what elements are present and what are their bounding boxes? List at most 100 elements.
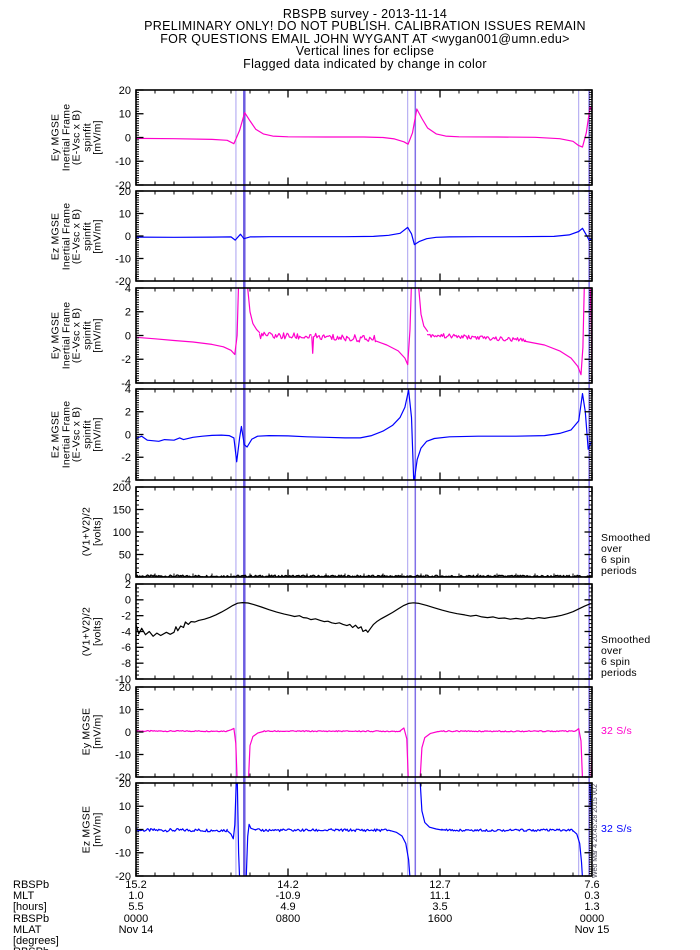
panel-frame-v1v2-average-wide xyxy=(135,486,593,578)
right-annotation-line: 6 spin xyxy=(601,656,631,668)
y-tick-label: -4 xyxy=(121,475,131,487)
bottom-axis-value: 12.7 xyxy=(429,879,451,891)
y-tick-label: 0 xyxy=(125,429,131,441)
y-tick-label: 4 xyxy=(125,283,131,295)
y-tick-label: 2 xyxy=(125,407,131,419)
right-annotation-v1v2-average-wide: Smoothed over 6 spin periods xyxy=(601,533,697,577)
bottom-axis-value: 5.5 xyxy=(128,901,144,914)
y-tick-label: -10 xyxy=(115,253,131,265)
y-tick-label: -10 xyxy=(115,749,131,761)
right-annotation-line: over xyxy=(601,543,623,555)
right-annotation-line: 32 S/s xyxy=(601,725,632,737)
right-annotation-line: 32 S/s xyxy=(601,822,632,835)
right-annotation-line: Smoothed xyxy=(601,634,651,646)
y-tick-label: -8 xyxy=(121,658,131,670)
bottom-axis-value: 3.5 xyxy=(432,901,448,914)
panel-frame-ez-mgse-inertial-spinfit-zoom xyxy=(135,388,593,481)
bottom-axis-value: 4.9 xyxy=(280,901,296,914)
panel-trace-ey-mgse-inertial-spinfit-wide xyxy=(136,105,592,148)
y-tick-label: 0 xyxy=(125,727,131,739)
plot-title-line-1: RBSPB survey - 2013-11-14 xyxy=(282,7,448,21)
y-tick-label: 10 xyxy=(119,801,131,813)
panel-trace-ez-mgse-inertial-spinfit-wide xyxy=(136,226,592,246)
panel-trace-ez-mgse-32sps xyxy=(136,783,592,876)
plot-title-line-4: Vertical lines for eclipse xyxy=(295,44,435,59)
y-tick-label: -4 xyxy=(121,626,131,638)
y-tick-label: -6 xyxy=(121,642,131,654)
bottom-axis-value: 0000 xyxy=(123,912,149,925)
right-annotation-ey-mgse-32sps: 32 S/s xyxy=(601,726,697,737)
right-annotation-line: 6 spin xyxy=(601,554,631,566)
y-tick-label: 0 xyxy=(125,231,131,243)
plot-title-line-3: FOR QUESTIONS EMAIL JOHN WYGANT AT <wyga… xyxy=(160,31,570,46)
y-tick-label: -2 xyxy=(121,354,131,366)
y-tick-label: 20 xyxy=(119,186,131,198)
plot-title-line-2: PRELIMINARY ONLY! DO NOT PUBLISH. CALIBR… xyxy=(144,19,586,34)
y-tick-label: 0 xyxy=(125,595,131,607)
y-tick-label: 20 xyxy=(119,778,131,790)
y-tick-label: -10 xyxy=(115,156,131,168)
y-axis-label-line: Ez MGSE xyxy=(49,410,62,459)
bottom-axis-value: 15.2 xyxy=(125,879,147,891)
bottom-axis-value: 14.2 xyxy=(277,879,299,891)
bottom-axis-value: 11.1 xyxy=(429,890,451,903)
y-tick-label: -20 xyxy=(115,871,131,883)
creation-timestamp: Wed Mar 4 20:45:28 2015 v02 xyxy=(592,783,599,878)
panel-trace-v1v2-average-zoom xyxy=(136,601,592,637)
bottom-axis-value: -10.9 xyxy=(275,890,301,903)
panel-trace-ez-mgse-inertial-spinfit-zoom xyxy=(136,389,592,480)
y-tick-label: 10 xyxy=(119,704,131,716)
y-tick-label: -10 xyxy=(115,848,131,860)
y-tick-label: 20 xyxy=(119,85,131,97)
y-tick-label: -20 xyxy=(115,180,131,192)
y-tick-label: 4 xyxy=(125,384,131,396)
y-axis-label-line: (E-Vsc x B) xyxy=(70,406,83,463)
y-tick-label: 2 xyxy=(125,307,131,319)
bottom-axis-value: Nov 14 xyxy=(118,923,154,936)
y-tick-label: 200 xyxy=(113,482,131,494)
bottom-axis-value: 0.3 xyxy=(584,890,600,903)
bottom-axis-value: 1600 xyxy=(427,912,453,925)
panel-trace-ey-mgse-inertial-spinfit-zoom xyxy=(136,288,592,383)
y-tick-label: -20 xyxy=(115,276,131,288)
bottom-axis-row-label: RBSPb xyxy=(13,879,50,891)
y-tick-label: -10 xyxy=(115,674,131,686)
y-tick-label: 2 xyxy=(125,579,131,591)
y-tick-label: 0 xyxy=(125,824,131,836)
right-annotation-line: Smoothed xyxy=(601,532,651,544)
y-axis-label-line: Inertial Frame xyxy=(59,400,72,469)
y-tick-label: 50 xyxy=(119,549,131,561)
bottom-axis-value: 1.3 xyxy=(584,901,600,914)
bottom-axis-row-label: RBSPb xyxy=(13,947,49,950)
bottom-axis-row-label: MLAT xyxy=(13,923,42,936)
y-tick-label: 150 xyxy=(113,504,131,516)
y-tick-label: -2 xyxy=(121,610,131,622)
y-tick-label: 0 xyxy=(125,330,131,342)
right-annotation-ez-mgse-32sps: 32 S/s xyxy=(601,822,697,835)
bottom-axis-row-label: [hours] xyxy=(13,901,47,914)
bottom-axis-row-label: [degrees] xyxy=(13,935,59,947)
plot-title-line-5: Flagged data indicated by change in colo… xyxy=(243,56,487,71)
y-tick-label: 20 xyxy=(119,682,131,694)
bottom-axis-row-label: RBSPb xyxy=(13,912,50,925)
bottom-axis-value: Nov 15 xyxy=(574,923,610,936)
y-tick-label: 10 xyxy=(119,109,131,121)
right-annotation-line: periods xyxy=(601,565,637,577)
right-annotation-line: periods xyxy=(601,667,637,679)
right-annotation-line: over xyxy=(601,645,623,657)
right-annotation-v1v2-average-zoom: Smoothed over 6 spin periods xyxy=(601,635,697,679)
bottom-axis-value: 0800 xyxy=(275,912,301,925)
y-tick-label: 10 xyxy=(119,208,131,220)
y-tick-label: -20 xyxy=(115,772,131,784)
bottom-axis-value: 7.6 xyxy=(584,879,600,891)
y-tick-label: -4 xyxy=(121,378,131,390)
y-tick-label: 0 xyxy=(125,572,131,584)
y-tick-label: -2 xyxy=(121,452,131,464)
bottom-axis-value: 1.0 xyxy=(128,890,144,903)
y-tick-label: 0 xyxy=(125,132,131,144)
panel-trace-ey-mgse-32sps xyxy=(136,727,592,777)
bottom-axis-row-label: MLT xyxy=(13,890,35,903)
bottom-axis-value: 0000 xyxy=(579,912,605,925)
